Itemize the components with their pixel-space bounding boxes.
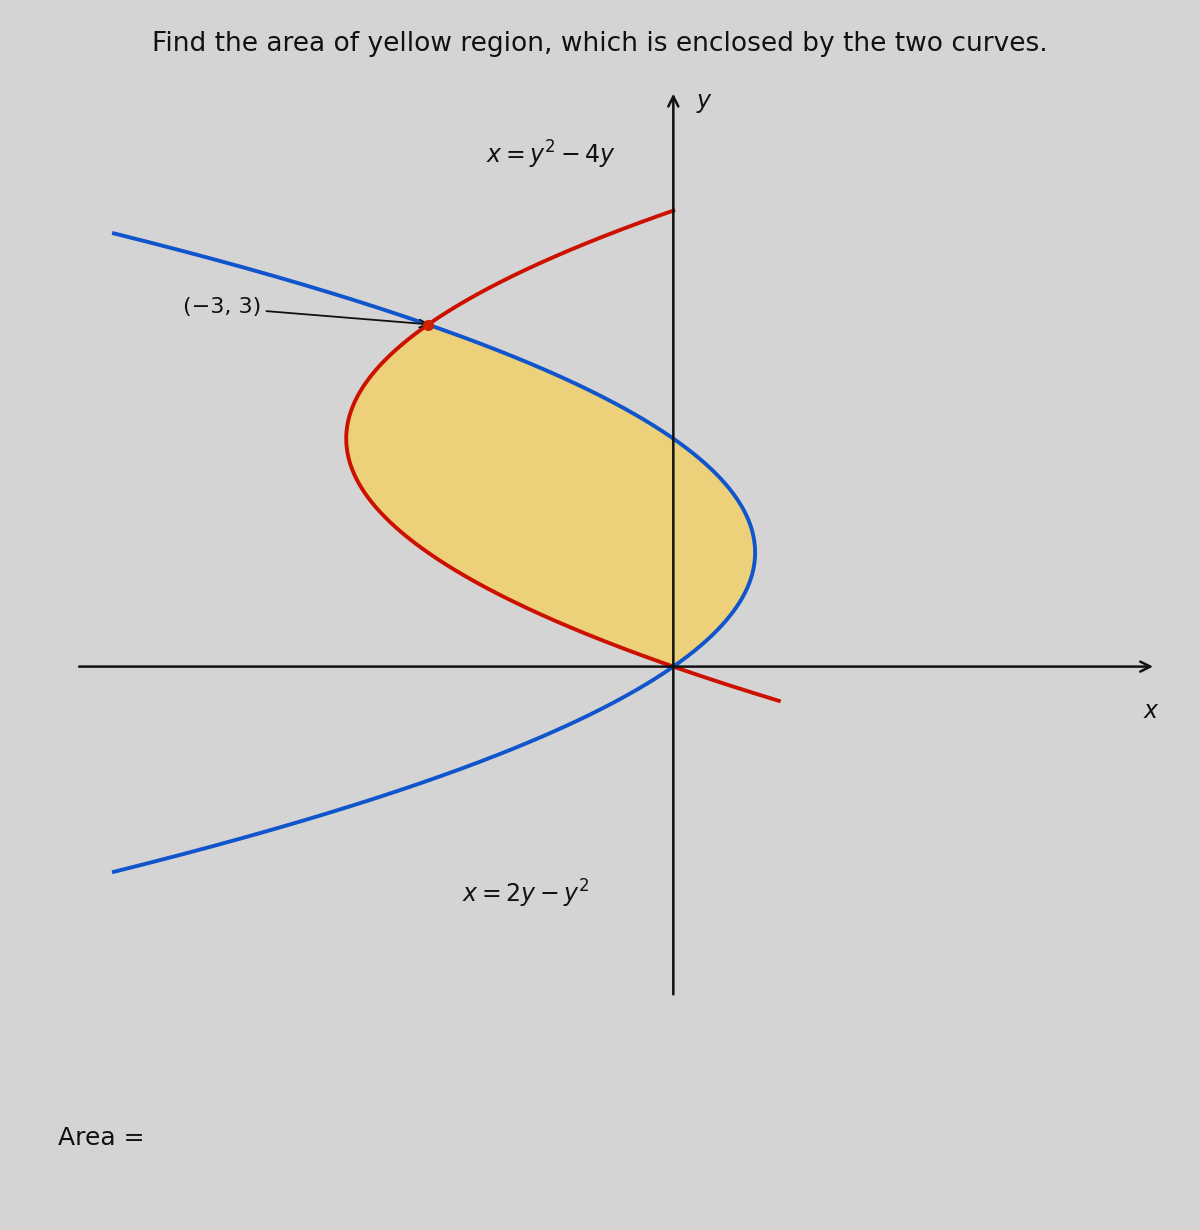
Text: $x$: $x$ (1144, 699, 1160, 722)
Text: $x = y^2 - 4y$: $x = y^2 - 4y$ (486, 139, 616, 171)
Text: (−3, 3): (−3, 3) (182, 298, 427, 327)
Text: $x = 2y - y^2$: $x = 2y - y^2$ (462, 877, 590, 910)
Text: $y$: $y$ (696, 91, 713, 114)
Text: Area =: Area = (58, 1125, 144, 1150)
Text: Find the area of yellow region, which is enclosed by the two curves.: Find the area of yellow region, which is… (152, 31, 1048, 57)
